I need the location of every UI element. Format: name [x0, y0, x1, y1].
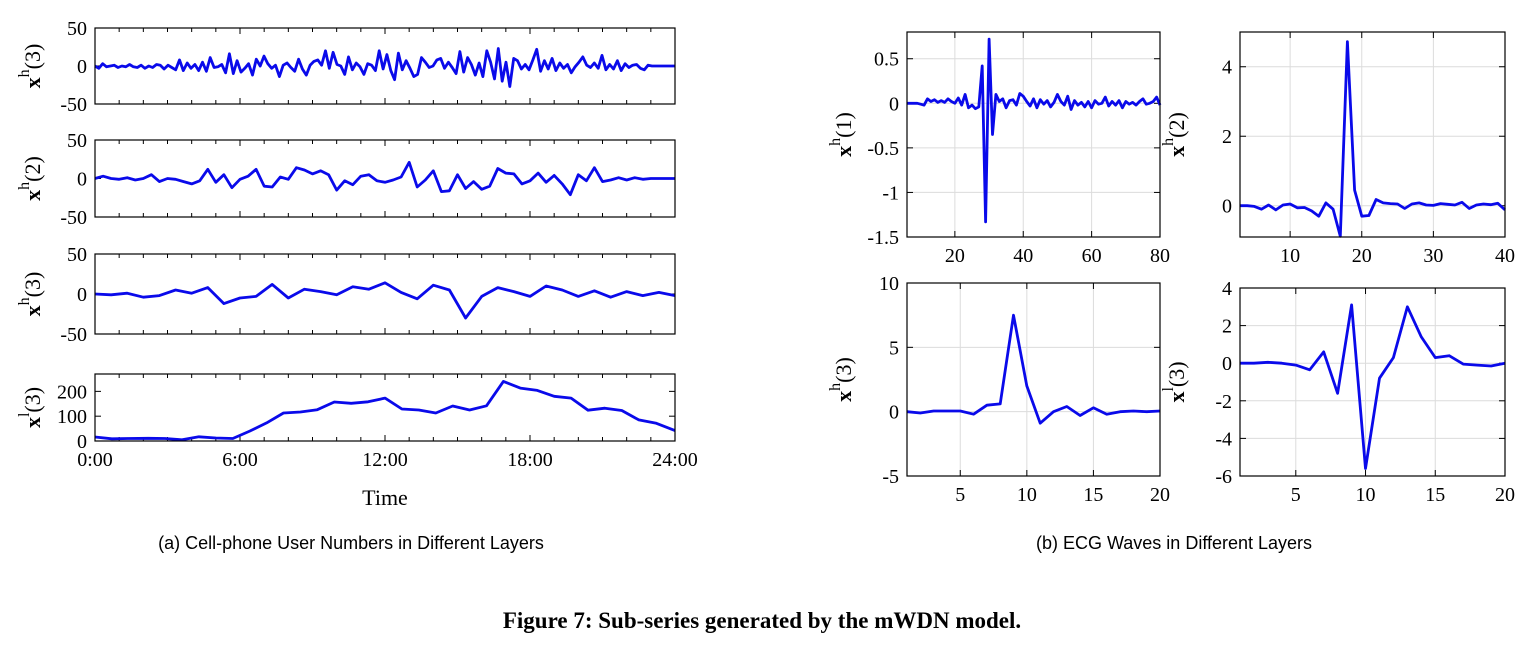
series-line-b2	[1240, 40, 1506, 238]
y-tick-label: -0.5	[867, 138, 899, 160]
chart-b2: 0 2 4 10 20 30 40 xh(2)	[1160, 31, 1515, 267]
x-tick-label: 18:00	[507, 449, 553, 471]
x-tick-label: 12:00	[362, 449, 408, 471]
series-line-a1	[94, 47, 675, 88]
y-tick-label: 0	[77, 284, 87, 306]
series-line-a2	[94, 160, 675, 197]
x-tick-label: 0:00	[77, 449, 113, 471]
x-tick-label: 20	[945, 245, 965, 267]
series-line-b4	[1240, 303, 1506, 470]
x-tick-label: 20	[1352, 245, 1372, 267]
y-tick-label: 2	[1222, 126, 1232, 148]
chart-a3: -50 0 50 xh(3)	[16, 244, 676, 346]
chart-a2: -50 0 50 xh(2)	[16, 130, 676, 229]
series-line-a3	[94, 281, 676, 320]
x-tick-label: 15	[1083, 484, 1103, 506]
x-tick-label: 6:00	[222, 449, 258, 471]
y-tick-label: 100	[57, 406, 87, 428]
x-tick-label: 10	[1017, 484, 1037, 506]
y-tick-label: -50	[60, 324, 87, 346]
y-tick-label: -1	[882, 182, 899, 204]
y-tick-label: -5	[882, 466, 899, 488]
y-tick-label: -2	[1215, 391, 1232, 413]
x-axis-label: Time	[362, 485, 408, 510]
y-tick-label: 50	[67, 244, 87, 266]
y-tick-label: 0.5	[874, 49, 899, 71]
y-tick-label: 4	[1222, 57, 1232, 79]
plot-frame	[94, 373, 676, 442]
y-tick-label: 0	[77, 56, 87, 78]
x-tick-label: 40	[1495, 245, 1515, 267]
y-tick-label: 4	[1222, 278, 1232, 300]
x-tick-label: 24:00	[652, 449, 698, 471]
y-axis-label: xl(3)	[16, 387, 45, 428]
y-axis-label: xh(2)	[1160, 112, 1189, 157]
y-tick-label: -1.5	[867, 227, 899, 249]
chart-b4: -6 -4 -2 0 2 4 5 10 15 20 xl(3)	[1160, 278, 1515, 506]
series-line-a4	[94, 379, 676, 442]
y-tick-label: 0	[77, 169, 87, 191]
series-line-b3	[906, 313, 1161, 425]
plot-frame	[906, 31, 1161, 238]
y-tick-label: 10	[879, 273, 899, 295]
chart-a4: 0 100 200 0:00 6:00 12:00 18:00 24:00 xl(3) Time	[16, 373, 698, 510]
y-tick-label: -4	[1215, 428, 1232, 450]
plot-frame	[1239, 31, 1506, 238]
x-tick-label: 60	[1082, 245, 1102, 267]
plot-frame	[94, 253, 676, 335]
x-tick-label: 20	[1150, 484, 1170, 506]
y-tick-label: 50	[67, 18, 87, 40]
chart-a1: -50 0 50 xh(3)	[16, 18, 676, 116]
plot-frame	[94, 139, 676, 218]
y-tick-label: 50	[67, 130, 87, 152]
y-axis-label: xh(3)	[827, 357, 856, 402]
y-tick-label: 0	[77, 431, 87, 453]
figure-caption: Figure 7: Sub-series generated by the mW…	[503, 608, 1021, 633]
x-tick-label: 10	[1280, 245, 1300, 267]
y-tick-label: -50	[60, 94, 87, 116]
y-tick-label: 0	[889, 93, 899, 115]
x-tick-label: 40	[1013, 245, 1033, 267]
y-tick-label: 0	[1222, 196, 1232, 218]
y-tick-label: 0	[889, 402, 899, 424]
y-tick-label: -50	[60, 207, 87, 229]
x-tick-label: 10	[1356, 484, 1376, 506]
x-tick-label: 30	[1423, 245, 1443, 267]
subcaption-b: (b) ECG Waves in Different Layers	[1036, 533, 1312, 553]
y-axis-label: xl(3)	[1160, 361, 1189, 402]
plot-frame	[94, 27, 676, 105]
chart-b3: -5 0 5 10 5 10 15 20 xh(3)	[827, 273, 1170, 506]
plot-frame	[1239, 287, 1506, 477]
x-tick-label: 20	[1495, 484, 1515, 506]
y-axis-label: xh(3)	[16, 44, 45, 89]
y-tick-label: 0	[1222, 353, 1232, 375]
y-axis-label: xh(1)	[827, 112, 856, 157]
y-axis-label: xh(2)	[16, 156, 45, 201]
x-tick-label: 15	[1425, 484, 1445, 506]
y-tick-label: 200	[57, 381, 87, 403]
series-line-b1	[907, 37, 1162, 224]
y-tick-label: 2	[1222, 316, 1232, 338]
x-tick-label: 5	[1291, 484, 1301, 506]
plot-frame	[906, 282, 1161, 477]
x-tick-label: 5	[955, 484, 965, 506]
subcaption-a: (a) Cell-phone User Numbers in Different…	[158, 533, 544, 553]
y-tick-label: 5	[889, 337, 899, 359]
x-tick-label: 80	[1150, 245, 1170, 267]
chart-b1: -1.5 -1 -0.5 0 0.5 20 40 60 80 xh(1)	[827, 31, 1170, 267]
y-tick-label: -6	[1215, 466, 1232, 488]
y-axis-label: xh(3)	[16, 272, 45, 317]
